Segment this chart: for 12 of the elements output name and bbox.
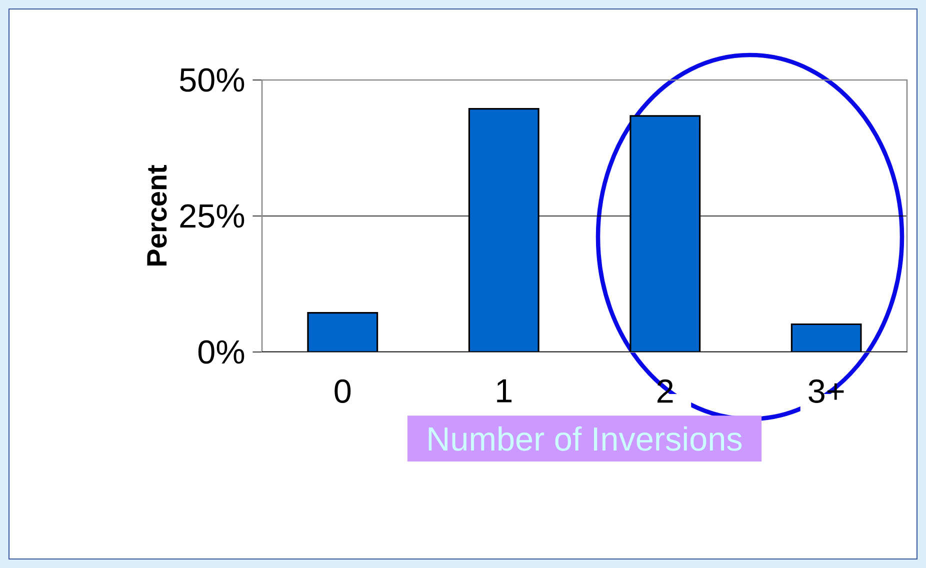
bar: [630, 115, 701, 352]
y-tick-label: 0%: [198, 340, 244, 364]
bar: [790, 323, 862, 352]
x-tick-label: 0: [334, 379, 351, 403]
x-axis-title: Number of Inversions: [428, 426, 742, 451]
bar: [468, 108, 540, 352]
bar: [307, 312, 378, 352]
y-tick-label: 50%: [180, 68, 244, 92]
x-tick-label: 3+: [808, 379, 844, 403]
x-tick-label: 1: [497, 379, 512, 402]
y-axis-title: Percent: [147, 164, 167, 266]
y-tick-label: 25%: [180, 204, 244, 228]
